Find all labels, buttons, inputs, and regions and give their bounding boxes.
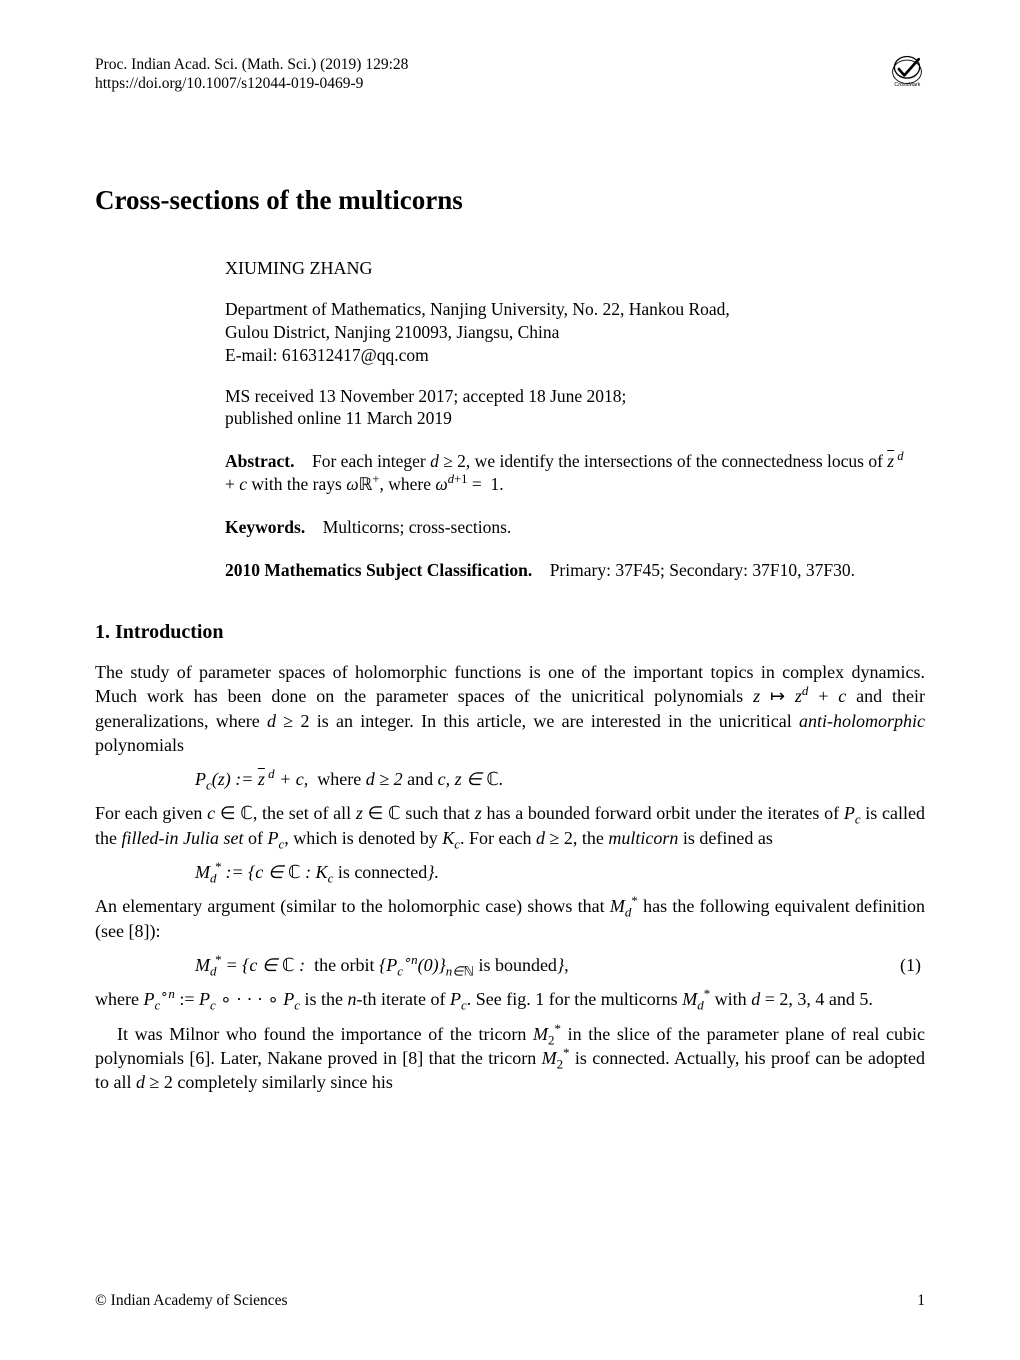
abstract-block: Abstract. For each integer d ≥ 2, we ide… <box>225 450 925 496</box>
paragraph: where Pc∘n := Pc ∘ · · · ∘ Pc is the n-t… <box>95 987 925 1011</box>
affiliation-line: Gulou District, Nanjing 210093, Jiangsu,… <box>225 321 925 344</box>
display-equation: Pc(z) := z d + c, where d ≥ 2 and c, z ∈… <box>195 767 925 791</box>
msc-block: 2010 Mathematics Subject Classification.… <box>225 559 925 583</box>
equation-body: Md* = {c ∈ ℂ : the orbit {Pc∘n(0)}n∈ℕ is… <box>195 953 888 977</box>
manuscript-dates: MS received 13 November 2017; accepted 1… <box>225 385 925 431</box>
msc-text: Primary: 37F45; Secondary: 37F10, 37F30. <box>550 560 855 580</box>
paragraph: It was Milnor who found the importance o… <box>95 1022 925 1095</box>
publisher-check-icon: CrossMark <box>889 52 925 88</box>
msc-label: 2010 Mathematics Subject Classification. <box>225 560 532 580</box>
paragraph: For each given c ∈ ℂ, the set of all z ∈… <box>95 801 925 850</box>
dates-line: MS received 13 November 2017; accepted 1… <box>225 385 925 408</box>
svg-text:CrossMark: CrossMark <box>894 82 920 88</box>
section-heading-introduction: 1. Introduction <box>95 619 925 646</box>
journal-line-1: Proc. Indian Acad. Sci. (Math. Sci.) (20… <box>95 55 925 74</box>
copyright-text: © Indian Academy of Sciences <box>95 1291 288 1312</box>
keywords-label: Keywords. <box>225 517 305 537</box>
affiliation: Department of Mathematics, Nanjing Unive… <box>225 298 925 366</box>
paragraph: An elementary argument (similar to the h… <box>95 894 925 943</box>
display-equation: Md* := {c ∈ ℂ : Kc is connected}. <box>195 860 925 884</box>
page-number: 1 <box>917 1291 925 1312</box>
equation-number: (1) <box>900 953 921 977</box>
abstract-label: Abstract. <box>225 451 295 471</box>
abstract-text: For each integer d ≥ 2, we identify the … <box>225 451 904 494</box>
affiliation-line: Department of Mathematics, Nanjing Unive… <box>225 298 925 321</box>
journal-header: Proc. Indian Acad. Sci. (Math. Sci.) (20… <box>95 55 925 94</box>
author-name: XIUMING ZHANG <box>225 256 925 280</box>
numbered-equation: Md* = {c ∈ ℂ : the orbit {Pc∘n(0)}n∈ℕ is… <box>95 953 925 977</box>
keywords-text: Multicorns; cross-sections. <box>323 517 512 537</box>
keywords-block: Keywords. Multicorns; cross-sections. <box>225 516 925 540</box>
article-title: Cross-sections of the multicorns <box>95 182 925 218</box>
journal-line-2: https://doi.org/10.1007/s12044-019-0469-… <box>95 74 925 93</box>
affiliation-line: E-mail: 616312417@qq.com <box>225 344 925 367</box>
page-footer: © Indian Academy of Sciences 1 <box>95 1291 925 1312</box>
paragraph: The study of parameter spaces of holomor… <box>95 660 925 757</box>
dates-line: published online 11 March 2019 <box>225 407 925 430</box>
